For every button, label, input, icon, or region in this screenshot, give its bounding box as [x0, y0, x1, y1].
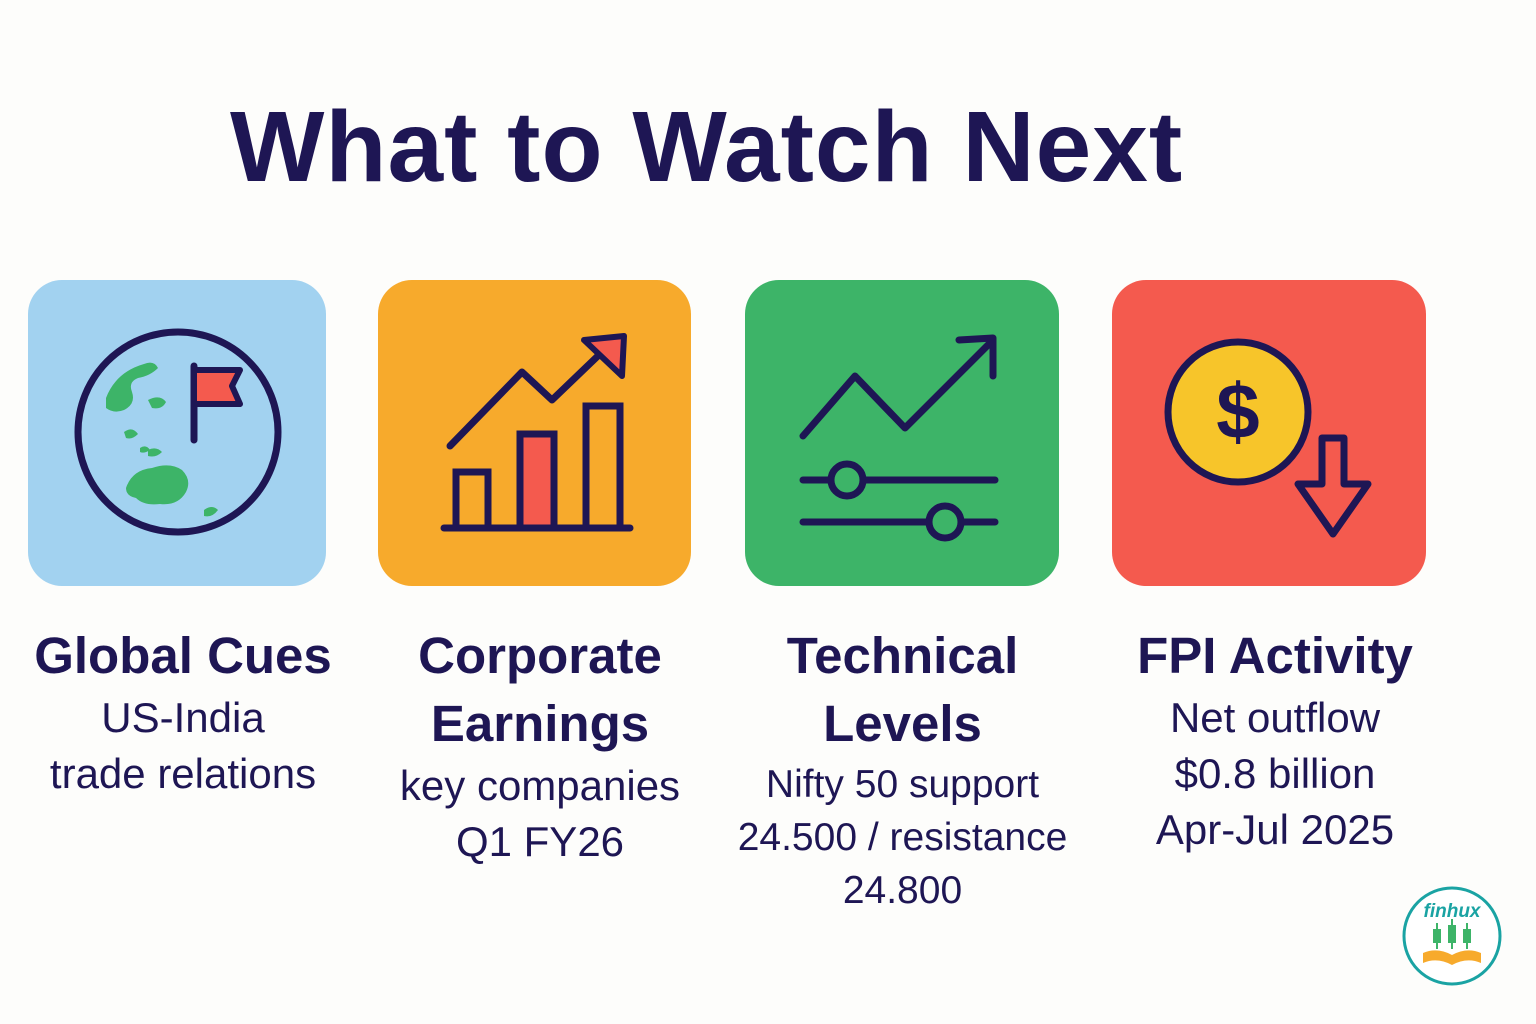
card-title: Corporate [418, 627, 662, 684]
global-cues-caption: Global Cues US-India trade relations [8, 622, 358, 802]
card-title: FPI Activity [1137, 627, 1413, 684]
dollar-coin-down-icon: $ [1164, 338, 1372, 538]
page-title: What to Watch Next [230, 91, 1184, 203]
corporate-earnings-tile [378, 280, 691, 586]
logo-wordmark: finhux [1423, 901, 1481, 922]
fpi-activity-caption: FPI Activity Net outflow $0.8 billion Ap… [1095, 622, 1455, 858]
card-title: Levels [823, 695, 982, 752]
card-desc-line: 24.800 [842, 869, 963, 912]
candlestick-book-icon [1402, 886, 1502, 986]
card-desc-line: Net outflow [1169, 694, 1381, 741]
svg-text:$: $ [1216, 367, 1259, 455]
card-title: Global Cues [34, 627, 332, 684]
card-title: Earnings [430, 695, 650, 752]
card-desc-line: US-India [101, 694, 265, 741]
card-title: Technical [786, 627, 1019, 684]
technical-levels-caption: Technical Levels Nifty 50 support 24.500… [720, 622, 1085, 917]
card-desc-line: 24.500 / resistance [737, 816, 1068, 859]
card-desc-line: key companies [399, 762, 681, 809]
technical-levels-tile [745, 280, 1059, 586]
card-desc-line: Apr-Jul 2025 [1155, 806, 1395, 853]
card-desc-line: Q1 FY26 [455, 818, 625, 865]
global-cues-tile [28, 280, 326, 586]
fpi-activity-tile: $ [1112, 280, 1426, 586]
bar-chart-growth-icon [440, 333, 634, 532]
card-desc-line: $0.8 billion [1174, 750, 1376, 797]
card-desc-line: Nifty 50 support [765, 763, 1040, 806]
card-desc-line: trade relations [49, 750, 317, 797]
trend-sliders-icon [799, 334, 999, 542]
finhux-logo: finhux [1401, 885, 1503, 987]
corporate-earnings-caption: Corporate Earnings key companies Q1 FY26 [360, 622, 720, 870]
globe-flag-icon [74, 328, 282, 536]
